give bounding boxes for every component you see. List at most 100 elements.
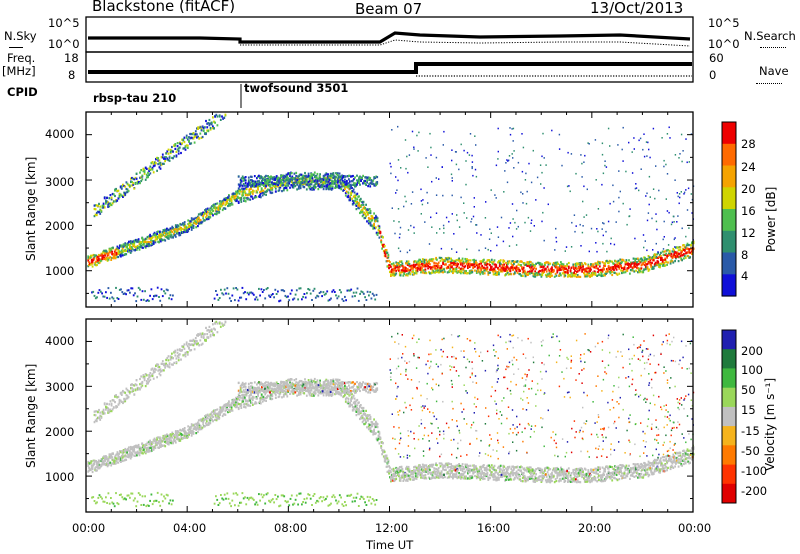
- power-pixel: [482, 272, 484, 275]
- velocity-pixel: [183, 434, 186, 437]
- power-pixel: [553, 262, 556, 265]
- power-pixel: [425, 258, 428, 261]
- power-pixel: [607, 220, 610, 223]
- power-pixel: [185, 144, 188, 147]
- velocity-pixel: [154, 446, 157, 450]
- power-pixel: [322, 291, 325, 294]
- power-pixel: [670, 255, 673, 258]
- power-pixel: [213, 127, 215, 130]
- velocity-pixel: [229, 409, 232, 412]
- power-pixel: [290, 172, 293, 175]
- power-pixel: [648, 148, 650, 151]
- power-pixel: [354, 185, 356, 188]
- power-pixel: [244, 193, 247, 197]
- power-pixel: [137, 286, 140, 289]
- power-pixel: [613, 262, 615, 265]
- power-pixel: [414, 269, 417, 272]
- power-pixel: [369, 185, 372, 188]
- power-pixel: [687, 187, 690, 190]
- power-pixel: [408, 271, 411, 274]
- power-pixel: [419, 260, 421, 263]
- power-pixel: [451, 194, 453, 197]
- power-pixel: [180, 143, 182, 146]
- power-pixel: [407, 229, 410, 231]
- power-pixel: [350, 192, 352, 195]
- power-pixel: [652, 127, 655, 130]
- power-pixel: [116, 247, 119, 250]
- power-pixel: [385, 249, 388, 252]
- power-pixel: [633, 137, 635, 139]
- velocity-pixel: [187, 435, 190, 438]
- power-pixel: [320, 185, 323, 188]
- power-pixel: [447, 260, 450, 263]
- power-pixel: [517, 267, 520, 270]
- power-pixel: [660, 254, 662, 258]
- power-pixel: [455, 270, 458, 273]
- power-pixel: [331, 187, 334, 190]
- power-pixel: [428, 243, 431, 245]
- power-pixel: [459, 269, 461, 272]
- power-pixel: [118, 195, 121, 199]
- power-pixel: [562, 265, 565, 268]
- power-pixel: [629, 263, 631, 266]
- velocity-pixel: [242, 397, 244, 400]
- power-pixel: [189, 226, 192, 229]
- beam-label: Beam 07: [355, 0, 423, 18]
- power-pixel: [567, 265, 570, 268]
- velocity-pixel: [163, 437, 166, 440]
- power-pixel: [361, 215, 364, 218]
- power-pixel: [489, 228, 491, 230]
- power-pixel: [652, 266, 654, 269]
- power-pixel: [187, 229, 190, 233]
- power-pixel: [383, 250, 386, 253]
- power-pixel: [366, 290, 369, 293]
- power-pixel: [174, 234, 176, 237]
- velocity-pixel: [194, 426, 197, 429]
- power-pixel: [382, 243, 385, 246]
- power-pixel: [374, 183, 377, 186]
- power-pixel: [186, 144, 189, 147]
- power-pixel: [156, 286, 159, 289]
- power-pixel: [259, 194, 261, 197]
- power-pixel: [591, 272, 594, 275]
- power-pixel: [460, 196, 462, 199]
- power-pixel: [263, 289, 265, 291]
- velocity-pixel: [252, 396, 255, 399]
- velocity-pixel: [169, 433, 172, 436]
- velocity-pixel: [161, 444, 164, 447]
- power-pixel: [596, 274, 599, 277]
- power-pixel: [275, 176, 278, 179]
- power-pixel: [358, 195, 360, 198]
- power-pixel: [449, 263, 452, 266]
- power-pixel: [637, 267, 639, 270]
- power-pixel: [352, 291, 355, 294]
- power-pixel: [326, 175, 329, 178]
- power-pixel: [632, 257, 635, 260]
- power-pixel: [194, 133, 197, 136]
- power-pixel: [279, 180, 281, 183]
- power-pixel: [290, 180, 293, 183]
- power-pixel: [399, 226, 402, 229]
- power-pixel: [528, 262, 530, 265]
- power-pixel: [649, 261, 652, 264]
- power-pixel: [671, 221, 674, 224]
- power-pixel: [664, 257, 667, 260]
- power-pixel: [269, 180, 271, 183]
- power-pixel: [573, 214, 576, 216]
- power-pixel: [563, 273, 566, 276]
- power-pixel: [501, 270, 504, 273]
- power-pixel: [645, 263, 648, 266]
- power-pixel: [151, 168, 154, 171]
- power-pixel: [165, 229, 167, 233]
- power-pixel: [270, 175, 272, 178]
- power-pixel: [112, 297, 115, 300]
- power-pixel: [329, 175, 332, 178]
- power-pixel: [250, 291, 253, 294]
- power-pixel: [537, 270, 540, 274]
- power-pixel: [410, 203, 413, 205]
- power-pixel: [295, 289, 298, 292]
- power-pixel: [557, 262, 560, 265]
- power-pixel: [283, 187, 286, 190]
- power-pixel: [602, 172, 605, 175]
- power-pixel: [251, 195, 253, 198]
